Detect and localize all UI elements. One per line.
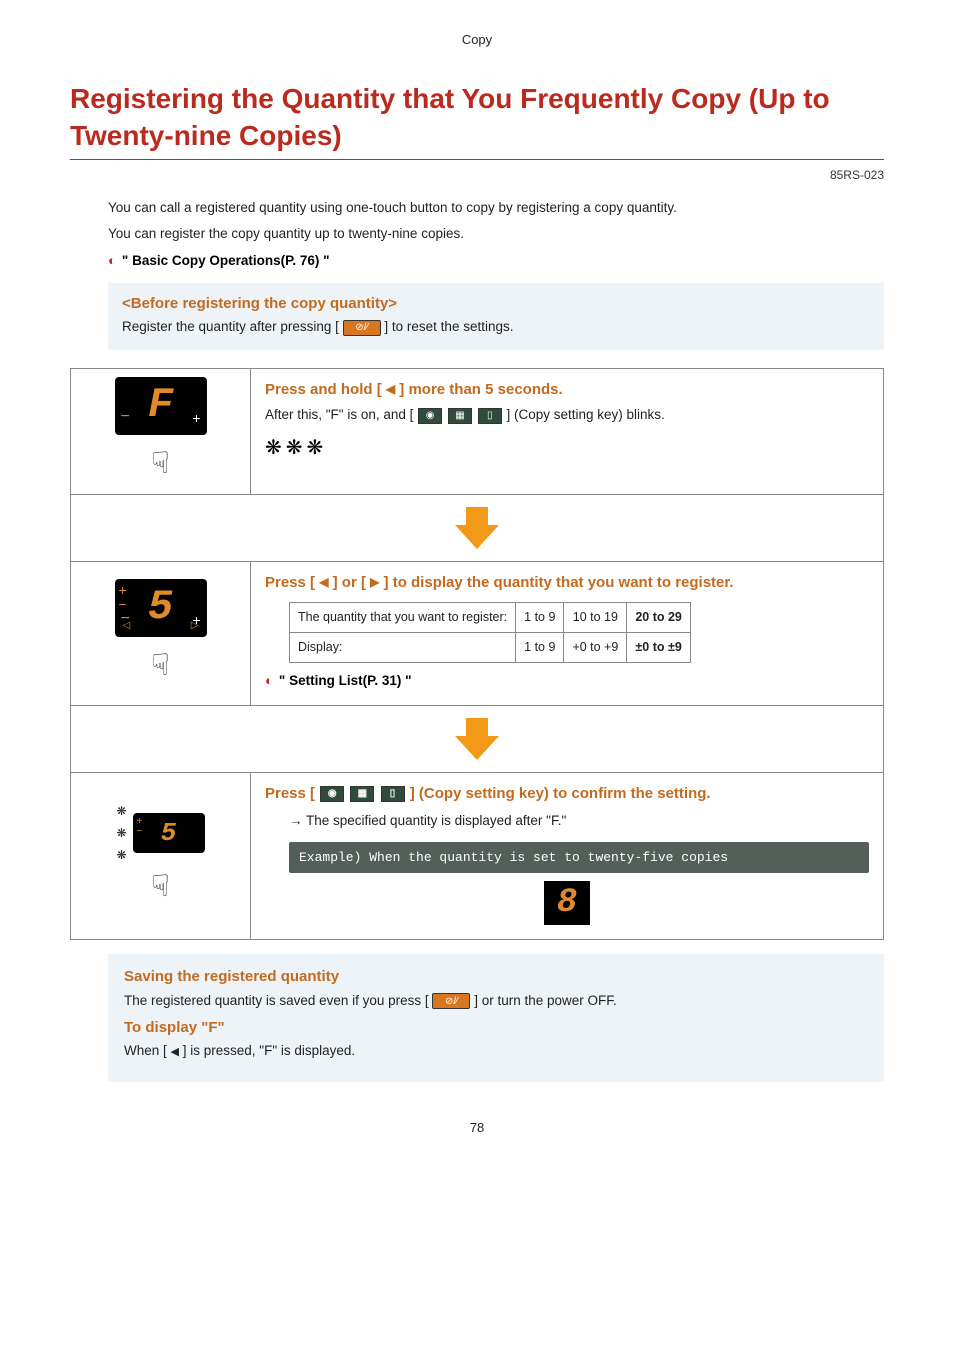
save-qty-body: The registered quantity is saved even if… — [124, 991, 868, 1011]
copy-setting-key-icon-2: ▦ — [448, 408, 472, 424]
blink-indicator-icons: ❋❋❋ — [265, 433, 323, 463]
link-bullet-icon: ◐ — [108, 253, 116, 268]
step-3-title: Press [ ◉ ▦ ▯ ] (Copy setting key) to co… — [265, 783, 869, 806]
step-1-title: Press and hold [ ◀ ] more than 5 seconds… — [265, 379, 869, 402]
before-register-body-before: Register the quantity after pressing [ — [122, 319, 339, 334]
example-display: 8 — [544, 881, 590, 925]
step-1-row: F −+ ☟ Press and hold [ ◀ ] more than 5 … — [71, 369, 883, 495]
qty-row1-c3: 20 to 29 — [627, 603, 691, 633]
display-f-body: When [ ◀ ] is pressed, "F" is displayed. — [124, 1041, 868, 1061]
step-1-body: After this, "F" is on, and [ ◉ ▦ ▯ ] (Co… — [265, 405, 869, 425]
before-register-callout: <Before registering the copy quantity> R… — [108, 283, 884, 350]
right-triangle-icon: ▶ — [370, 575, 379, 589]
post-notes-callout: Saving the registered quantity The regis… — [108, 954, 884, 1082]
qty-row1-label: The quantity that you want to register: — [290, 603, 516, 633]
step-3-illustration: ❋❋❋ +− 5 ☟ — [71, 773, 251, 939]
step1-lcd-char: F — [148, 374, 173, 437]
step-2-illustration: +− 5 −+ ◁ ▷ ☟ — [71, 562, 251, 705]
intro-line-2: You can register the copy quantity up to… — [108, 224, 884, 244]
arrow-down-2 — [71, 706, 883, 772]
save-qty-title: Saving the registered quantity — [124, 966, 868, 989]
steps-container: F −+ ☟ Press and hold [ ◀ ] more than 5 … — [70, 368, 884, 941]
copy-setting-key-icon-3: ▯ — [381, 786, 405, 802]
tap-hand-icon: ☟ — [151, 441, 169, 486]
qty-row1-c1: 1 to 9 — [516, 603, 564, 633]
tap-hand-icon: ☟ — [151, 864, 169, 909]
left-triangle-icon: ◀ — [319, 575, 328, 589]
before-register-title: <Before registering the copy quantity> — [122, 293, 870, 316]
before-register-body-after: ] to reset the settings. — [384, 319, 513, 334]
qty-row2-c1: 1 to 9 — [516, 632, 564, 662]
copy-setting-key-icon-3: ▯ — [478, 408, 502, 424]
step-3-note: → The specified quantity is displayed af… — [289, 811, 869, 831]
qty-row2-c2: +0 to +9 — [564, 632, 627, 662]
display-f-title: To display "F" — [124, 1017, 868, 1040]
doc-id: 85RS-023 — [70, 166, 884, 184]
setting-list-link-text: " Setting List(P. 31) " — [279, 673, 412, 688]
reset-button-icon: ⊘/⁄ — [432, 993, 470, 1009]
reset-button-icon: ⊘/⁄ — [343, 320, 381, 336]
link-bullet-icon: ◐ — [265, 673, 273, 688]
left-triangle-icon: ◀ — [386, 382, 395, 396]
basic-copy-link[interactable]: ◐ " Basic Copy Operations(P. 76) " — [108, 251, 884, 271]
qty-row2-c3: ±0 to ±9 — [627, 632, 691, 662]
copy-setting-key-icon-1: ◉ — [418, 408, 442, 424]
step2-lcd-char: 5 — [148, 576, 173, 639]
example-bar: Example) When the quantity is set to twe… — [289, 842, 869, 874]
page-number: 78 — [70, 1118, 884, 1138]
step3-lcd-char: 5 — [161, 814, 177, 853]
step-3-row: ❋❋❋ +− 5 ☟ Press [ ◉ ▦ ▯ ] (Co — [71, 773, 883, 939]
basic-copy-link-text: " Basic Copy Operations(P. 76) " — [122, 253, 330, 268]
intro-line-1: You can call a registered quantity using… — [108, 198, 884, 218]
quantity-table: The quantity that you want to register: … — [289, 602, 691, 663]
step-2-title: Press [ ◀ ] or [ ▶ ] to display the quan… — [265, 572, 869, 595]
setting-list-link[interactable]: ◐ " Setting List(P. 31) " — [265, 671, 869, 691]
step-1-illustration: F −+ ☟ — [71, 369, 251, 494]
copy-setting-key-icon-1: ◉ — [320, 786, 344, 802]
page-header: Copy — [70, 30, 884, 50]
copy-setting-key-icon-2: ▦ — [350, 786, 374, 802]
qty-row2-label: Display: — [290, 632, 516, 662]
left-triangle-icon: ◀ — [171, 1046, 179, 1058]
qty-row1-c2: 10 to 19 — [564, 603, 627, 633]
page-title: Registering the Quantity that You Freque… — [70, 80, 884, 161]
arrow-down-1 — [71, 495, 883, 561]
tap-hand-icon: ☟ — [151, 643, 169, 688]
step-2-row: +− 5 −+ ◁ ▷ ☟ Press [ ◀ ] or [ ▶ ] to di… — [71, 562, 883, 706]
